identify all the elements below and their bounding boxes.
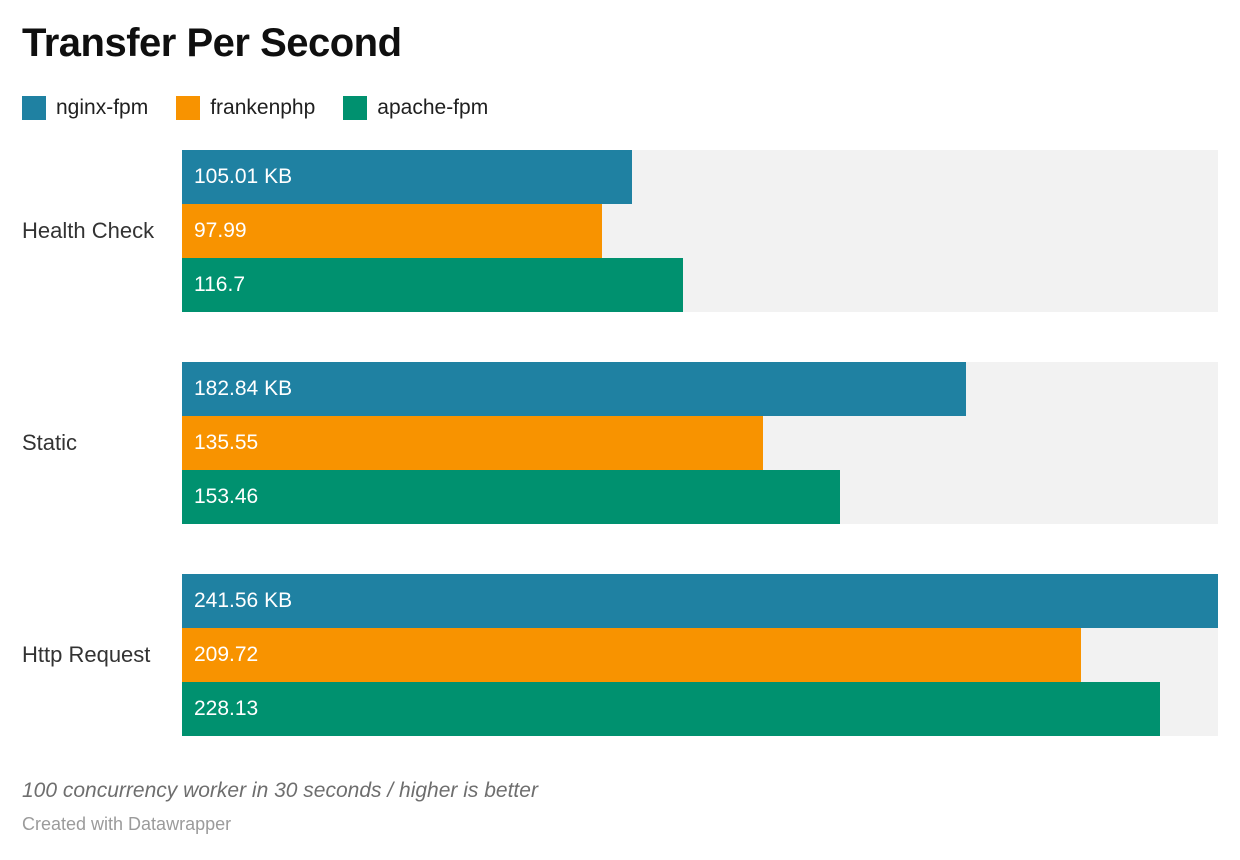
- datawrapper-attribution-link[interactable]: Created with Datawrapper: [22, 814, 232, 834]
- bar-value-label: 228.13: [194, 697, 259, 720]
- bars-column: 182.84 KB 135.55 153.46: [182, 362, 1218, 524]
- bar-value-label: 153.46: [194, 485, 259, 508]
- bar-track: 209.72: [182, 628, 1218, 682]
- bar-value-label: 97.99: [194, 219, 247, 242]
- bar-track: 135.55: [182, 416, 1218, 470]
- bar-value-label: 135.55: [194, 431, 259, 454]
- bar-frankenphp: 97.99: [182, 204, 603, 258]
- bar-track: 228.13: [182, 682, 1218, 736]
- bar-value-label: 209.72: [194, 643, 259, 666]
- bars-column: 105.01 KB 97.99 116.7: [182, 150, 1218, 312]
- bar-track: 182.84 KB: [182, 362, 1218, 416]
- bar-value-label: 116.7: [194, 273, 245, 296]
- bar-chart: Health Check 105.01 KB 97.99 116.7 Static 182…: [22, 150, 1218, 736]
- bar-apache-fpm: 228.13: [182, 682, 1161, 736]
- legend-item-nginx-fpm: nginx-fpm: [22, 96, 148, 120]
- legend-label: frankenphp: [210, 96, 316, 119]
- legend-label: nginx-fpm: [56, 96, 149, 119]
- chart-group-http-request: Http Request 241.56 KB 209.72 228.13: [22, 574, 1218, 736]
- legend-item-frankenphp: frankenphp: [176, 96, 315, 120]
- bar-track: 241.56 KB: [182, 574, 1218, 628]
- legend: nginx-fpm frankenphp apache-fpm: [22, 96, 1218, 120]
- bar-value-label: 241.56 KB: [194, 589, 293, 612]
- bar-track: 116.7: [182, 258, 1218, 312]
- bar-nginx-fpm: 182.84 KB: [182, 362, 967, 416]
- category-label-column: Http Request: [22, 574, 182, 736]
- bar-apache-fpm: 153.46: [182, 470, 841, 524]
- bar-apache-fpm: 116.7: [182, 258, 683, 312]
- category-label: Health Check: [22, 218, 155, 243]
- bars-column: 241.56 KB 209.72 228.13: [182, 574, 1218, 736]
- bar-track: 105.01 KB: [182, 150, 1218, 204]
- bar-track: 97.99: [182, 204, 1218, 258]
- category-label-column: Static: [22, 362, 182, 524]
- chart-group-static: Static 182.84 KB 135.55 153.46: [22, 362, 1218, 524]
- legend-swatch-icon: [176, 96, 201, 120]
- bar-frankenphp: 135.55: [182, 416, 764, 470]
- chart-title: Transfer Per Second: [22, 21, 402, 65]
- legend-label: apache-fpm: [377, 96, 489, 119]
- legend-item-apache-fpm: apache-fpm: [343, 96, 488, 120]
- bar-track: 153.46: [182, 470, 1218, 524]
- bar-value-label: 105.01 KB: [194, 165, 293, 188]
- chart-group-health-check: Health Check 105.01 KB 97.99 116.7: [22, 150, 1218, 312]
- bar-frankenphp: 209.72: [182, 628, 1082, 682]
- legend-swatch-icon: [22, 96, 46, 120]
- category-label: Static: [22, 430, 78, 455]
- bar-value-label: 182.84 KB: [194, 377, 293, 400]
- chart-note: 100 concurrency worker in 30 seconds / h…: [22, 779, 538, 802]
- category-label-column: Health Check: [22, 150, 182, 312]
- category-label: Http Request: [22, 642, 151, 667]
- bar-nginx-fpm: 241.56 KB: [182, 574, 1218, 628]
- bar-nginx-fpm: 105.01 KB: [182, 150, 633, 204]
- legend-swatch-icon: [343, 96, 368, 120]
